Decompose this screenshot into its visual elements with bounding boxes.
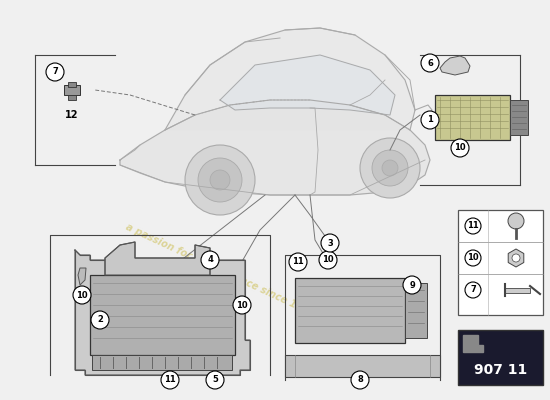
Text: 1: 1 <box>427 116 433 124</box>
Text: 4: 4 <box>207 256 213 264</box>
Text: 12: 12 <box>65 110 79 120</box>
Circle shape <box>201 251 219 269</box>
Circle shape <box>465 218 481 234</box>
Circle shape <box>185 145 255 215</box>
Bar <box>90 275 235 355</box>
Text: a passion for performance since 1963: a passion for performance since 1963 <box>124 222 316 318</box>
Bar <box>458 210 543 315</box>
Bar <box>92 355 232 370</box>
Circle shape <box>465 250 481 266</box>
Text: 8: 8 <box>357 376 363 384</box>
Bar <box>510 100 528 135</box>
Bar <box>458 330 543 385</box>
Circle shape <box>421 54 439 72</box>
Text: 2: 2 <box>97 316 103 324</box>
Polygon shape <box>463 335 483 352</box>
Text: 907 11: 907 11 <box>474 363 527 377</box>
Circle shape <box>321 234 339 252</box>
Circle shape <box>360 138 420 198</box>
Circle shape <box>421 111 439 129</box>
Bar <box>405 283 427 338</box>
Bar <box>64 85 80 95</box>
Polygon shape <box>220 55 395 115</box>
Circle shape <box>382 160 398 176</box>
Text: 10: 10 <box>322 256 334 264</box>
Circle shape <box>198 158 242 202</box>
Bar <box>68 82 76 87</box>
Bar <box>505 288 530 293</box>
Circle shape <box>351 371 369 389</box>
Text: 7: 7 <box>52 68 58 76</box>
Text: 10: 10 <box>76 290 88 300</box>
Text: 11: 11 <box>467 222 479 230</box>
Polygon shape <box>120 100 430 195</box>
Text: 10: 10 <box>454 144 466 152</box>
Circle shape <box>206 371 224 389</box>
Circle shape <box>91 311 109 329</box>
Text: 5: 5 <box>212 376 218 384</box>
Polygon shape <box>78 268 86 285</box>
Circle shape <box>372 150 408 186</box>
Polygon shape <box>508 249 524 267</box>
Text: 9: 9 <box>409 280 415 290</box>
Circle shape <box>233 296 251 314</box>
Text: 10: 10 <box>467 254 479 262</box>
Polygon shape <box>75 250 250 375</box>
Text: 11: 11 <box>292 258 304 266</box>
Text: 10: 10 <box>236 300 248 310</box>
Circle shape <box>161 371 179 389</box>
Circle shape <box>319 251 337 269</box>
Bar <box>435 95 510 140</box>
Text: 6: 6 <box>427 58 433 68</box>
Bar <box>285 355 440 377</box>
Text: 7: 7 <box>470 286 476 294</box>
Circle shape <box>512 254 520 262</box>
Circle shape <box>210 170 230 190</box>
Circle shape <box>403 276 421 294</box>
Text: 11: 11 <box>164 376 176 384</box>
Polygon shape <box>105 242 210 275</box>
Circle shape <box>451 139 469 157</box>
Bar <box>68 95 76 100</box>
Polygon shape <box>440 56 470 75</box>
Circle shape <box>73 286 91 304</box>
Polygon shape <box>165 28 415 130</box>
Circle shape <box>289 253 307 271</box>
Circle shape <box>508 213 524 229</box>
Circle shape <box>46 63 64 81</box>
Bar <box>295 278 405 343</box>
Text: 3: 3 <box>327 238 333 248</box>
Circle shape <box>465 282 481 298</box>
